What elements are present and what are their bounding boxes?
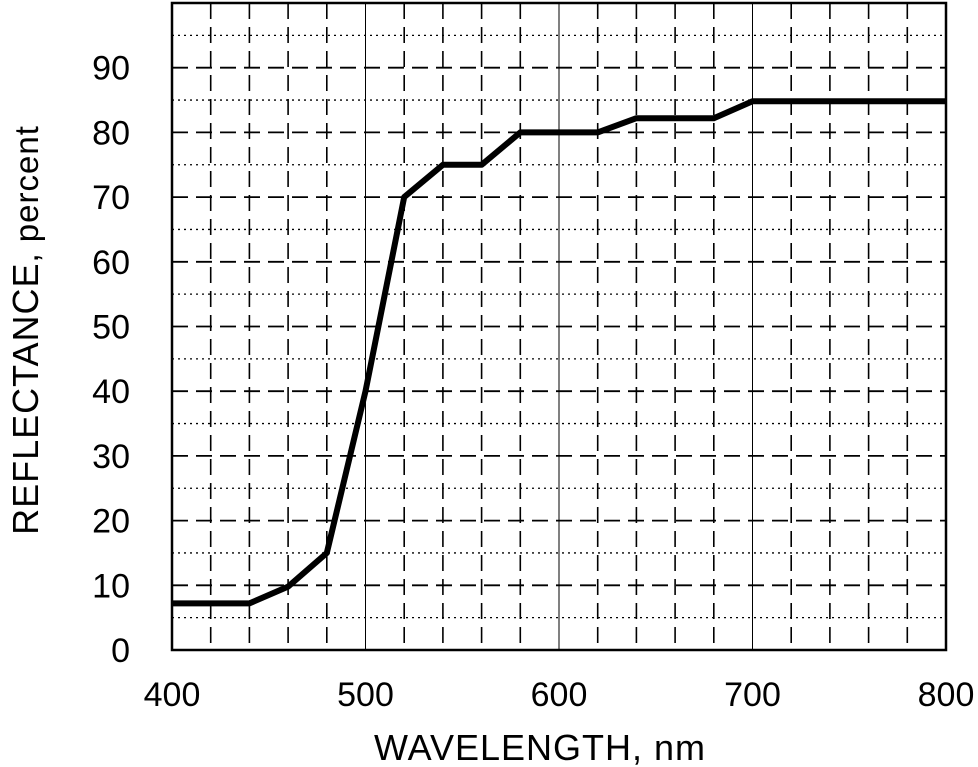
x-tick-label: 700 xyxy=(724,676,781,714)
reflectance-curve xyxy=(172,98,946,607)
y-tick-label: 0 xyxy=(111,632,130,670)
y-tick-label: 60 xyxy=(92,244,130,282)
y-tick-label: 50 xyxy=(92,309,130,347)
y-axis-title: REFLECTANCE, percent xyxy=(5,125,46,535)
x-tick-label: 600 xyxy=(531,676,588,714)
y-tick-label: 90 xyxy=(92,50,130,88)
x-tick-label: 500 xyxy=(337,676,394,714)
y-axis-title-unit: , percent xyxy=(8,125,45,262)
x-axis-title: WAVELENGTH, nm xyxy=(374,727,706,767)
y-tick-labels: 0 10 20 30 40 50 60 70 80 90 xyxy=(92,50,130,670)
y-tick-label: 70 xyxy=(92,179,130,217)
y-tick-label: 10 xyxy=(92,567,130,605)
y-tick-label: 20 xyxy=(92,503,130,541)
y-tick-label: 80 xyxy=(92,114,130,152)
x-tick-label: 400 xyxy=(144,676,201,714)
y-axis-title-main: REFLECTANCE xyxy=(5,263,46,535)
plot-frame xyxy=(170,1,948,652)
x-tick-label: 800 xyxy=(918,676,975,714)
x-tick-labels: 400 500 600 700 800 xyxy=(144,676,975,714)
y-tick-label: 40 xyxy=(92,373,130,411)
y-tick-label: 30 xyxy=(92,438,130,476)
